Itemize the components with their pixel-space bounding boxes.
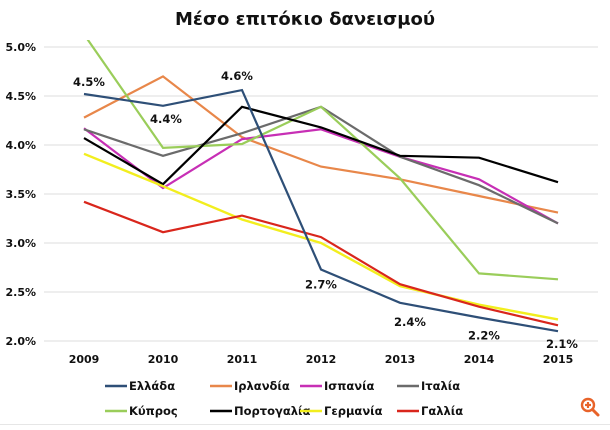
series-line (83, 127, 559, 225)
zoom-in-button[interactable] (580, 397, 600, 417)
y-tick-label: 3.5% (5, 188, 36, 201)
series-line (83, 200, 559, 327)
legend-item: Γερμανία (300, 404, 383, 418)
series-line (83, 152, 559, 321)
data-label: 2.4% (394, 315, 426, 329)
y-axis-ticks: 2.0% 2.5% 3.0% 3.5% 4.0% 4.5% 5.0% (5, 41, 36, 348)
legend-item: Γαλλία (397, 404, 463, 418)
y-tick-label: 3.0% (5, 237, 36, 250)
bottom-divider (0, 424, 610, 425)
series-line (86, 40, 559, 281)
series-lines (83, 40, 559, 333)
legend-item: Ελλάδα (105, 379, 175, 393)
gridlines (44, 46, 598, 342)
data-label: 2.2% (468, 328, 500, 342)
x-tick-label: 2009 (69, 353, 100, 366)
chart-title: Μέσο επιτόκιο δανεισμού (175, 9, 435, 30)
legend-item: Ιταλία (397, 379, 460, 393)
x-tick-label: 2010 (148, 353, 179, 366)
legend-item: Ιρλανδία (210, 379, 290, 393)
y-tick-label: 2.5% (5, 286, 36, 299)
series-line (83, 88, 559, 333)
y-tick-label: 5.0% (5, 41, 36, 54)
data-label: 4.5% (73, 75, 105, 89)
legend-label: Ιρλανδία (234, 379, 290, 393)
legend-label: Κύπρος (129, 404, 178, 418)
x-tick-label: 2013 (385, 353, 416, 366)
legend-item: Κύπρος (105, 404, 178, 418)
series-line (83, 105, 559, 186)
series-line (83, 75, 559, 214)
y-tick-label: 4.0% (5, 139, 36, 152)
legend-item: Πορτογαλία (210, 404, 310, 418)
legend-label: Ελλάδα (129, 379, 175, 393)
legend-item: Ισπανία (300, 379, 375, 393)
x-tick-label: 2012 (306, 353, 337, 366)
legend: Ελλάδα Ιρλανδία Ισπανία Ιταλία Κύπρος Πορτογα… (105, 379, 463, 418)
data-label: 2.7% (305, 277, 337, 291)
legend-label: Γαλλία (421, 404, 463, 418)
x-tick-label: 2015 (543, 353, 574, 366)
x-tick-label: 2011 (227, 353, 258, 366)
data-label: 2.1% (546, 337, 578, 351)
legend-label: Γερμανία (324, 404, 383, 418)
y-tick-label: 4.5% (5, 90, 36, 103)
legend-label: Ισπανία (324, 379, 375, 393)
data-label: 4.6% (221, 69, 253, 83)
x-tick-label: 2014 (464, 353, 495, 366)
data-label: 4.4% (150, 112, 182, 126)
x-axis-ticks: 2009 2010 2011 2012 2013 2014 2015 (69, 353, 574, 366)
legend-label: Πορτογαλία (234, 404, 310, 418)
y-tick-label: 2.0% (5, 335, 36, 348)
data-labels: 4.5% 4.4% 4.6% 2.7% 2.4% 2.2% 2.1% (73, 69, 578, 351)
legend-label: Ιταλία (421, 379, 460, 393)
zoom-in-icon (580, 397, 600, 417)
